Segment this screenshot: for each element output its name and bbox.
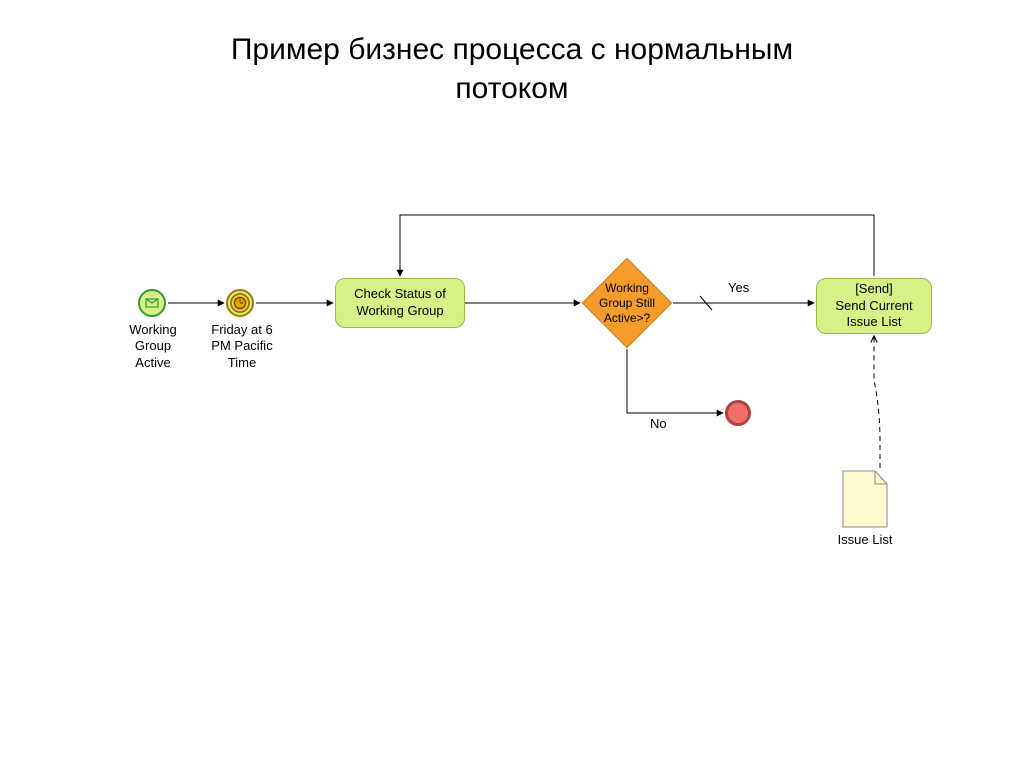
timer-event-label-text: Friday at 6 PM Pacific Time [211, 322, 272, 370]
task-check-status: Check Status of Working Group [335, 278, 465, 328]
data-object-label-text: Issue List [838, 532, 893, 547]
edges-layer [0, 0, 1024, 768]
start-event-label: Working Group Active [118, 322, 188, 371]
decision-gateway-text: Working Group Still Active>? [599, 281, 655, 326]
end-event [725, 400, 751, 426]
edge-label-yes-text: Yes [728, 280, 749, 295]
data-object-label: Issue List [828, 532, 902, 547]
timer-event [226, 289, 254, 317]
edge-label-yes: Yes [728, 280, 749, 295]
decision-gateway: Working Group Still Active>? [582, 258, 672, 348]
start-event [138, 289, 166, 317]
diagram-canvas: Working Group Active Friday at 6 PM Paci… [0, 0, 1024, 768]
task-send-issue-list: [Send] Send Current Issue List [816, 278, 932, 334]
edge-label-no: No [650, 416, 667, 431]
edge-label-no-text: No [650, 416, 667, 431]
data-object-issue-list [842, 470, 888, 528]
timer-event-label: Friday at 6 PM Pacific Time [204, 322, 280, 371]
start-event-label-text: Working Group Active [129, 322, 176, 370]
task-send-issue-list-text: [Send] Send Current Issue List [835, 281, 912, 332]
task-check-status-text: Check Status of Working Group [354, 286, 446, 320]
